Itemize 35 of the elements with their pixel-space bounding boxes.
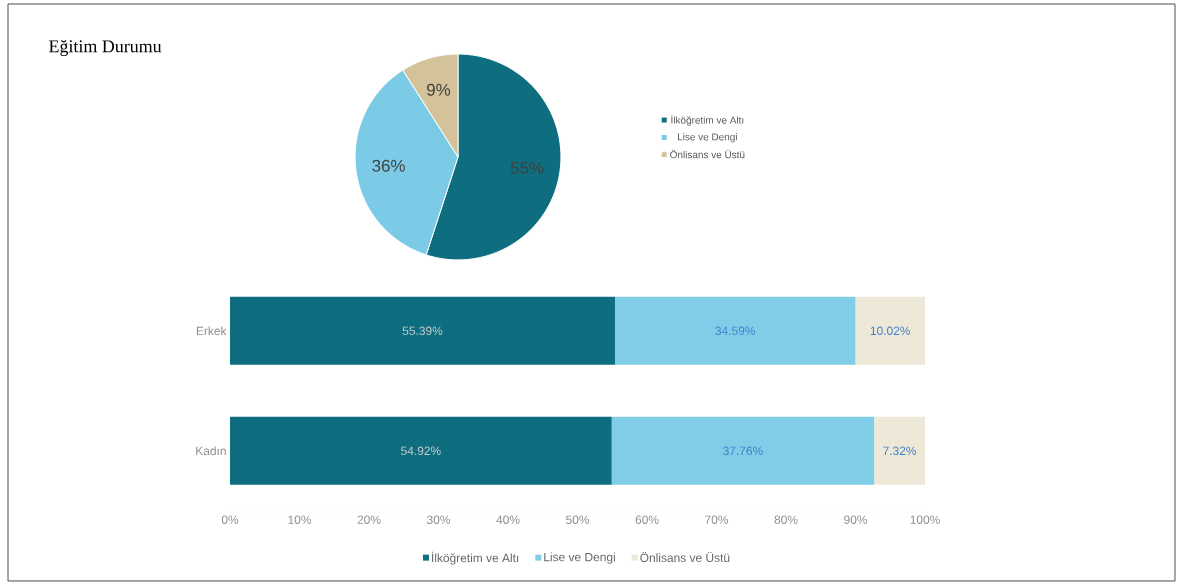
- bar: [874, 416, 926, 485]
- bar: [230, 296, 615, 365]
- x-tick-label: 30%: [427, 515, 451, 524]
- x-tick-label: 100%: [910, 515, 940, 524]
- x-tick-label: 90%: [844, 515, 868, 524]
- data-label: 7.32%: [883, 446, 917, 456]
- data-label: 55%: [510, 161, 544, 174]
- x-tick-label: 80%: [774, 515, 798, 524]
- legend-label: İlköğretim ve Altı: [671, 114, 744, 126]
- x-tick-label: 40%: [496, 515, 520, 524]
- data-label: 10.02%: [870, 326, 911, 336]
- x-tick-label: 0%: [221, 515, 239, 524]
- y-tick-label: Erkek: [196, 326, 227, 336]
- data-label: 55.39%: [402, 326, 443, 336]
- legend-label: İlköğretim ve Altı: [432, 551, 519, 565]
- data-label: 54.92%: [401, 446, 441, 456]
- bar: [230, 416, 612, 485]
- data-label: 9%: [427, 83, 451, 96]
- x-tick-label: 10%: [288, 515, 312, 524]
- bar: [855, 296, 926, 365]
- x-tick-label: 70%: [705, 515, 729, 524]
- legend-label: Önlisans ve Üstü: [640, 551, 730, 562]
- legend-label: Lise ve Dengi: [677, 133, 737, 143]
- data-label: 37.76%: [723, 446, 763, 456]
- x-tick-label: 50%: [566, 515, 590, 524]
- x-tick-label: 20%: [357, 515, 381, 524]
- data-label: 36%: [372, 159, 405, 172]
- y-tick-label: Kadın: [196, 446, 226, 456]
- legend-label: Önlisans ve Üstü: [670, 149, 745, 159]
- text: Eğitim Durumu: [49, 39, 162, 57]
- bar: [614, 296, 856, 365]
- bar: [611, 416, 875, 485]
- x-tick-label: 60%: [635, 515, 659, 524]
- data-label: 34.59%: [715, 326, 756, 336]
- legend-label: Lise ve Dengi: [544, 552, 615, 564]
